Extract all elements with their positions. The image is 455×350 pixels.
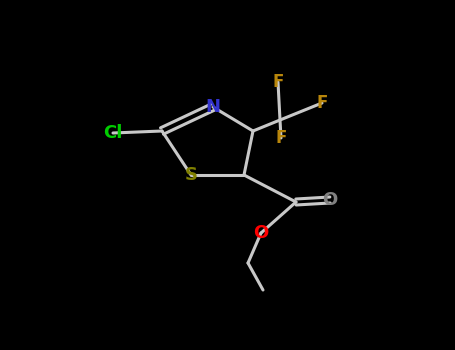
Text: Cl: Cl bbox=[103, 124, 123, 142]
Text: F: F bbox=[272, 73, 283, 91]
Text: F: F bbox=[275, 129, 287, 147]
Text: O: O bbox=[253, 224, 268, 242]
Text: S: S bbox=[184, 166, 197, 184]
Text: N: N bbox=[206, 98, 221, 116]
Text: O: O bbox=[323, 191, 338, 209]
Text: F: F bbox=[316, 94, 328, 112]
